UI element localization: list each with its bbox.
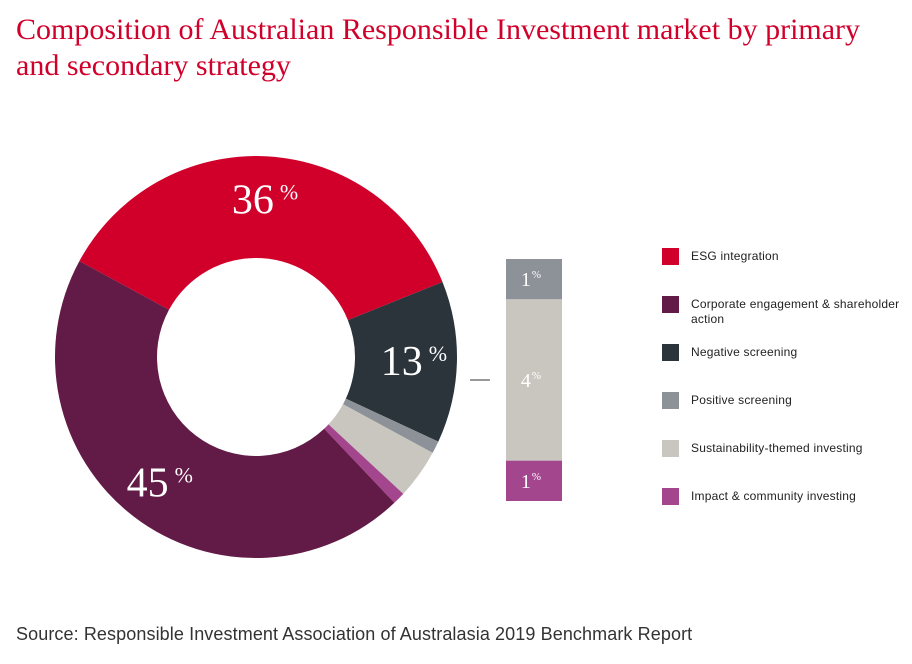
legend-label: Impact & community investing	[691, 489, 856, 503]
legend-label: Negative screening	[691, 345, 798, 359]
legend-item-corporate-engagement-and-shareholder-action: Corporate engagement & shareholder actio…	[662, 294, 902, 342]
source-note: Source: Responsible Investment Associati…	[16, 624, 693, 644]
legend-swatch	[662, 296, 679, 313]
donut-slice-positive-screening	[343, 398, 439, 453]
legend-item-impact-and-community-investing: Impact & community investing	[662, 486, 902, 534]
legend-label: ESG integration	[691, 249, 779, 263]
legend-item-sustainability-themed-investing: Sustainability-themed investing	[662, 438, 902, 486]
donut-slice-impact-and-community-investing	[324, 424, 404, 503]
donut-slice-corporate-engagement-and-shareholder-action	[55, 261, 395, 558]
breakout-label-positive-screening: 1%	[521, 269, 541, 291]
legend-swatch	[662, 392, 679, 409]
donut-slices	[55, 155, 457, 558]
breakout-segment-sustainability-themed-investing	[506, 299, 562, 461]
breakout-stacked-bar: 1% 4% 1%	[506, 259, 562, 501]
breakout-segment-positive-screening	[506, 259, 562, 300]
donut-label-negative-screening: 13%	[381, 339, 447, 385]
legend-label: Corporate engagement & shareholder actio…	[691, 297, 900, 326]
legend-item-esg-integration: ESG integration	[662, 246, 902, 294]
breakout-label-impact-and-community-investing: 1%	[521, 471, 541, 493]
legend-item-positive-screening: Positive screening	[662, 390, 902, 438]
legend-swatch	[662, 344, 679, 361]
chart-title: Composition of Australian Responsible In…	[16, 13, 861, 82]
legend-swatch	[662, 488, 679, 505]
legend-label: Sustainability-themed investing	[691, 441, 863, 455]
breakout-label-sustainability-themed-investing: 4%	[521, 370, 541, 392]
donut-data-labels: 36 % 13 % 45%	[127, 177, 447, 506]
donut-slice-negative-screening	[345, 282, 457, 442]
legend-item-negative-screening: Negative screening	[662, 342, 902, 390]
legend-swatch	[662, 248, 679, 265]
legend-label: Positive screening	[691, 393, 792, 407]
donut-label-corporate-engagement-and-shareholder-action: 45%	[127, 460, 193, 506]
donut-slice-esg-integration	[79, 155, 443, 321]
legend-swatch	[662, 440, 679, 457]
breakout-segment-impact-and-community-investing	[506, 460, 562, 501]
donut-label-esg-integration: 36%	[232, 177, 298, 223]
donut-slice-sustainability-themed-investing	[328, 404, 433, 494]
legend: ESG integration Corporate engagement & sh…	[662, 246, 902, 534]
